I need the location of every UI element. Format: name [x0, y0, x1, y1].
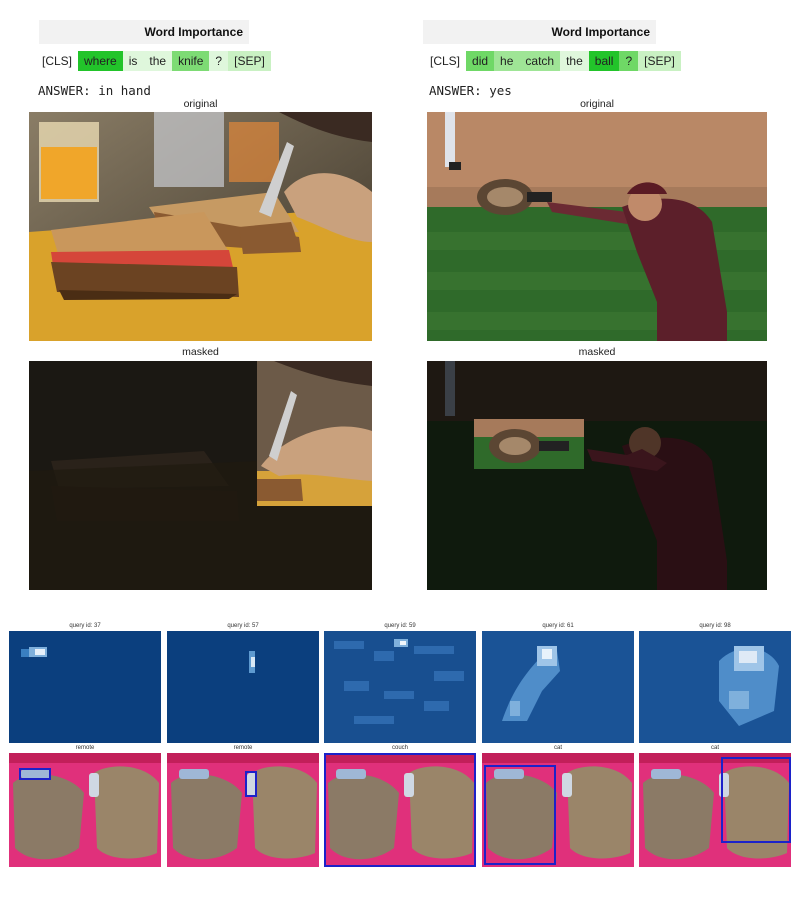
token: where	[78, 51, 123, 71]
query-label: query id: 61	[542, 623, 574, 629]
class-label: couch	[391, 745, 408, 751]
token: [SEP]	[228, 51, 271, 71]
cats-detection-image	[167, 753, 319, 867]
token: ?	[209, 51, 229, 71]
token: the	[560, 51, 589, 71]
query-label: query id: 37	[69, 623, 101, 629]
token: the	[143, 51, 173, 71]
cats-detection-image	[9, 753, 161, 867]
token: [SEP]	[638, 51, 681, 71]
left-word-importance-title: Word Importance	[39, 20, 249, 44]
left-original-label: original	[183, 98, 218, 110]
right-original-label: original	[580, 98, 614, 110]
baseball-original-image	[427, 112, 767, 341]
bounding-box	[245, 771, 257, 797]
bounding-box	[721, 757, 791, 843]
token: [CLS]	[424, 51, 467, 71]
sandwich-original-image	[29, 112, 372, 341]
class-label: remote	[75, 745, 95, 751]
bounding-box	[324, 753, 476, 867]
token: catch	[519, 51, 561, 71]
left-answer: ANSWER: in hand	[38, 83, 151, 98]
token: knife	[172, 51, 210, 71]
attention-heatmap	[639, 631, 791, 743]
query-label: query id: 59	[384, 623, 416, 629]
cats-detection-image	[482, 753, 634, 867]
token: ?	[619, 51, 639, 71]
cats-detection-image	[639, 753, 791, 867]
bounding-box	[19, 768, 51, 780]
class-label: cat	[710, 745, 719, 751]
right-word-importance-title: Word Importance	[423, 20, 656, 44]
attention-heatmap	[9, 631, 161, 743]
attention-heatmap	[324, 631, 476, 743]
token: is	[122, 51, 144, 71]
right-masked-label: masked	[578, 346, 616, 358]
class-label: cat	[553, 745, 562, 751]
token: did	[466, 51, 495, 71]
left-masked-label: masked	[182, 346, 219, 358]
query-label: query id: 57	[227, 623, 259, 629]
right-answer: ANSWER: yes	[429, 83, 512, 98]
sandwich-masked-image	[29, 361, 372, 590]
token: ball	[588, 51, 620, 71]
cats-detection-image	[324, 753, 476, 867]
attention-heatmap	[482, 631, 634, 743]
baseball-masked-image	[427, 361, 767, 590]
query-label: query id: 98	[699, 623, 731, 629]
class-label: remote	[233, 745, 253, 751]
attention-heatmap	[167, 631, 319, 743]
token: [CLS]	[36, 51, 79, 71]
left-token-row: [CLS] where is the knife ? [SEP]	[36, 51, 271, 71]
bounding-box	[484, 765, 556, 865]
right-token-row: [CLS] did he catch the ball ? [SEP]	[424, 51, 681, 71]
token: he	[494, 51, 520, 71]
